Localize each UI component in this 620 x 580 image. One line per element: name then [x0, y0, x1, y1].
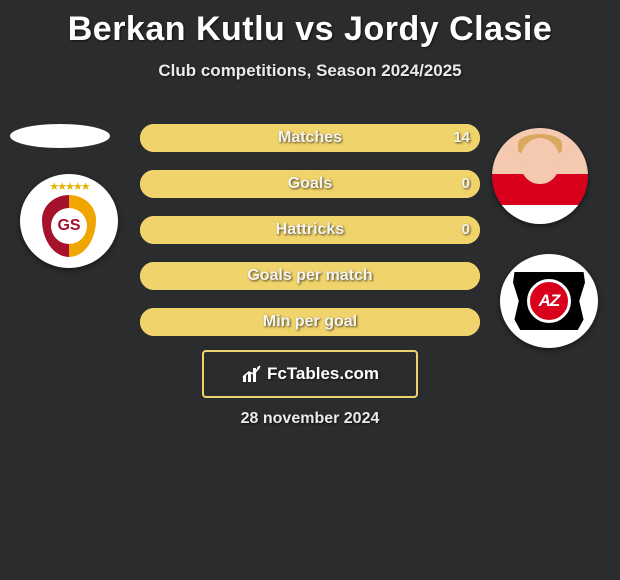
stat-label: Goals	[140, 170, 480, 198]
brand-box[interactable]: FcTables.com	[202, 350, 418, 398]
stat-row: Matches14	[140, 124, 480, 152]
stat-value-right: 14	[453, 124, 470, 152]
player-right-avatar	[492, 128, 588, 224]
date-text: 28 november 2024	[0, 410, 620, 428]
club-left-badge: ★★★★★ GS	[20, 174, 118, 268]
stat-value-right: 0	[462, 170, 470, 198]
galatasaray-shield-icon: GS	[42, 195, 96, 257]
club-left-stars-icon: ★★★★★	[20, 180, 118, 193]
az-shield-icon: AZ	[513, 272, 585, 330]
club-right-badge: AZ	[500, 254, 598, 348]
stat-row: Goals0	[140, 170, 480, 198]
chart-icon	[241, 364, 263, 384]
stat-label: Min per goal	[140, 308, 480, 336]
stat-row: Hattricks0	[140, 216, 480, 244]
avatar-face-icon	[520, 138, 560, 184]
stat-row: Goals per match	[140, 262, 480, 290]
galatasaray-monogram-icon: GS	[51, 208, 87, 244]
subtitle: Club competitions, Season 2024/2025	[0, 61, 620, 81]
brand-text: FcTables.com	[267, 364, 379, 384]
stat-label: Goals per match	[140, 262, 480, 290]
stat-value-right: 0	[462, 216, 470, 244]
page-title: Berkan Kutlu vs Jordy Clasie	[0, 0, 620, 49]
stats-area: Matches14Goals0Hattricks0Goals per match…	[140, 124, 480, 354]
az-monogram-icon: AZ	[527, 279, 571, 323]
player-left-avatar	[10, 124, 110, 148]
stat-label: Hattricks	[140, 216, 480, 244]
stat-row: Min per goal	[140, 308, 480, 336]
stat-label: Matches	[140, 124, 480, 152]
